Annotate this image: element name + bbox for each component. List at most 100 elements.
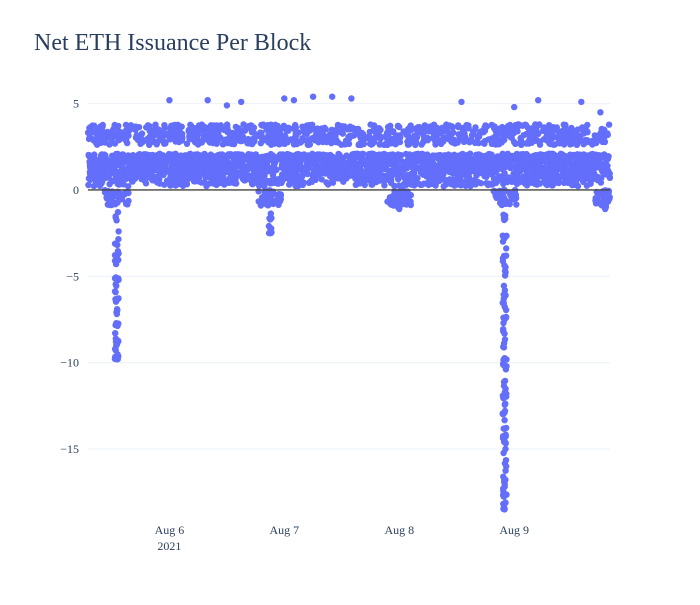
data-point: [323, 152, 331, 159]
data-point: [428, 168, 435, 175]
data-point: [197, 152, 205, 159]
data-point: [568, 152, 576, 159]
data-point: [430, 135, 437, 142]
data-point: [99, 152, 107, 160]
data-point: [536, 141, 544, 148]
data-point: [287, 152, 295, 159]
data-point: [296, 177, 304, 184]
data-point: [547, 124, 555, 131]
data-point: [264, 122, 271, 129]
data-point: [514, 128, 521, 135]
data-point: [503, 393, 510, 400]
data-point: [444, 152, 452, 159]
data-point: [122, 175, 130, 183]
y-tick-label: 5: [73, 97, 79, 111]
data-point: [588, 154, 595, 161]
data-point: [128, 157, 135, 164]
data-point: [236, 137, 244, 145]
data-point: [387, 126, 394, 133]
data-point: [87, 170, 94, 178]
data-point: [500, 478, 508, 486]
data-point: [369, 135, 376, 143]
data-point: [111, 275, 119, 282]
data-point: [559, 153, 566, 160]
data-point: [475, 151, 482, 158]
data-point: [305, 165, 312, 172]
data-point: [578, 98, 585, 106]
data-point: [418, 141, 425, 148]
data-point: [89, 128, 97, 136]
data-point: [501, 417, 508, 424]
data-point: [284, 139, 291, 146]
data-point: [540, 124, 548, 131]
data-point: [530, 154, 537, 161]
data-point: [504, 150, 511, 157]
data-point: [211, 136, 218, 143]
data-point: [488, 140, 496, 147]
data-point: [260, 167, 267, 175]
data-point: [111, 240, 119, 247]
data-point: [235, 125, 242, 132]
data-point: [115, 228, 122, 235]
data-point: [563, 178, 571, 185]
data-point: [367, 162, 374, 169]
data-point: [166, 97, 173, 104]
data-point: [166, 167, 173, 174]
data-point: [295, 182, 302, 190]
data-point: [501, 460, 509, 467]
data-point: [449, 161, 456, 168]
data-point: [565, 167, 572, 174]
data-point: [414, 127, 421, 135]
data-point: [594, 134, 602, 141]
data-point: [113, 342, 120, 349]
data-point: [489, 181, 496, 188]
data-point: [122, 127, 129, 135]
data-point: [500, 485, 507, 492]
data-point: [500, 382, 508, 390]
data-point: [109, 178, 116, 185]
data-point: [360, 140, 367, 148]
data-point: [578, 125, 585, 133]
data-point: [503, 245, 510, 252]
data-point: [524, 169, 531, 176]
data-point: [500, 291, 507, 298]
data-point: [502, 499, 509, 506]
data-point: [455, 131, 462, 138]
data-point: [557, 166, 565, 173]
data-point: [87, 164, 94, 172]
data-point: [408, 125, 416, 132]
data-point: [535, 97, 542, 104]
data-point: [387, 151, 394, 158]
data-point: [124, 201, 131, 208]
data-point: [424, 137, 431, 144]
data-point: [336, 167, 343, 174]
data-point: [440, 127, 448, 134]
data-point: [395, 176, 402, 183]
data-point: [548, 173, 556, 180]
data-point: [366, 140, 374, 147]
data-point: [375, 153, 382, 160]
data-point: [572, 179, 580, 186]
data-point: [500, 319, 507, 327]
x-tick-label: Aug 8: [384, 523, 414, 537]
data-point: [405, 140, 412, 147]
data-point: [602, 205, 609, 213]
data-point: [112, 214, 120, 222]
data-point: [210, 170, 217, 177]
data-point: [408, 170, 415, 177]
data-point: [112, 124, 119, 131]
data-point: [123, 156, 131, 163]
data-point: [420, 171, 427, 178]
data-point: [203, 155, 210, 162]
data-point: [499, 299, 506, 307]
data-point: [197, 170, 204, 177]
x-axis-ticks: Aug 6 2021 Aug 7 Aug 8 Aug 9: [155, 523, 529, 553]
data-point: [117, 161, 124, 168]
data-point: [112, 150, 120, 158]
data-point: [111, 140, 119, 147]
data-point: [383, 166, 390, 173]
data-point: [125, 183, 132, 190]
data-point: [185, 128, 192, 135]
data-point: [606, 170, 613, 177]
data-point: [196, 127, 204, 134]
